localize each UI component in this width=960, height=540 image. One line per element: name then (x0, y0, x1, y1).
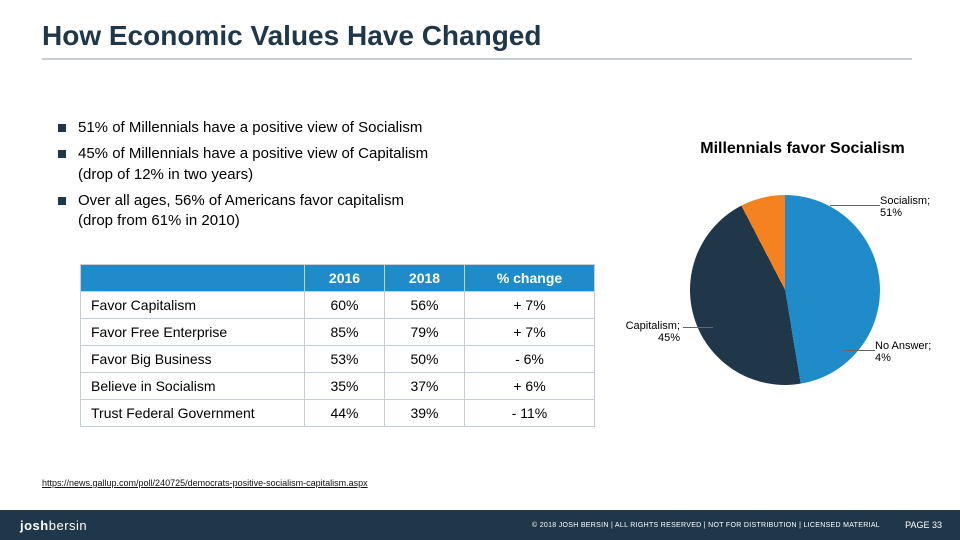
table-row: Trust Federal Government44%39%- 11% (81, 400, 595, 427)
title-underline (42, 58, 912, 60)
table-cell: 44% (305, 400, 385, 427)
table-header: % change (465, 265, 595, 292)
leader-line (683, 327, 713, 328)
bullet-text: 45% of Millennials have a positive view … (78, 145, 428, 162)
table-row: Favor Capitalism60%56%+ 7% (81, 292, 595, 319)
table-cell: 35% (305, 373, 385, 400)
pie-chart: Socialism; 51% Capitalism; 45% No Answer… (680, 185, 890, 395)
table-row: Believe in Socialism35%37%+ 6% (81, 373, 595, 400)
table-header: 2016 (305, 265, 385, 292)
table-cell: 79% (385, 319, 465, 346)
table-cell: + 6% (465, 373, 595, 400)
table-cell: Favor Free Enterprise (81, 319, 305, 346)
bullet-item: 51% of Millennials have a positive view … (58, 118, 578, 138)
table-cell: 50% (385, 346, 465, 373)
table-cell: + 7% (465, 292, 595, 319)
pie-label-capitalism: Capitalism; 45% (608, 320, 680, 344)
bullet-text: 51% of Millennials have a positive view … (78, 119, 422, 136)
table-cell: 85% (305, 319, 385, 346)
table-row: Favor Free Enterprise85%79%+ 7% (81, 319, 595, 346)
table-cell: Trust Federal Government (81, 400, 305, 427)
table-header: 2018 (385, 265, 465, 292)
logo-thin: bersin (49, 518, 87, 533)
leader-line (830, 205, 880, 206)
chart-title: Millennials favor Socialism (665, 140, 940, 158)
table-body: Favor Capitalism60%56%+ 7%Favor Free Ent… (81, 292, 595, 427)
bullet-subtext: (drop from 61% in 2010) (78, 211, 578, 231)
pie-label-socialism: Socialism; 51% (880, 195, 950, 219)
table-cell: Believe in Socialism (81, 373, 305, 400)
table-cell: Favor Big Business (81, 346, 305, 373)
pie-graphic (690, 195, 880, 385)
table-cell: 37% (385, 373, 465, 400)
bullet-list: 51% of Millennials have a positive view … (58, 118, 578, 237)
table-cell: 53% (305, 346, 385, 373)
source-link[interactable]: https://news.gallup.com/poll/240725/demo… (42, 478, 368, 488)
data-table: 2016 2018 % change Favor Capitalism60%56… (80, 264, 595, 427)
page-title: How Economic Values Have Changed (42, 20, 541, 52)
bullet-item: 45% of Millennials have a positive view … (58, 144, 578, 185)
logo: joshbersin (20, 518, 87, 533)
bullet-item: Over all ages, 56% of Americans favor ca… (58, 191, 578, 232)
table-cell: 56% (385, 292, 465, 319)
footer-bar: joshbersin © 2018 JOSH BERSIN | ALL RIGH… (0, 510, 960, 540)
copyright-text: © 2018 JOSH BERSIN | ALL RIGHTS RESERVED… (532, 522, 880, 529)
bullet-text: Over all ages, 56% of Americans favor ca… (78, 192, 404, 209)
pie-label-noanswer: No Answer; 4% (875, 340, 935, 364)
table-cell: 39% (385, 400, 465, 427)
slide: How Economic Values Have Changed 51% of … (0, 0, 960, 540)
table-cell: + 7% (465, 319, 595, 346)
logo-bold: josh (20, 518, 49, 533)
page-number: PAGE 33 (905, 520, 942, 530)
table-header-row: 2016 2018 % change (81, 265, 595, 292)
bullet-subtext: (drop of 12% in two years) (78, 165, 578, 185)
table-cell: - 11% (465, 400, 595, 427)
table-cell: - 6% (465, 346, 595, 373)
table-row: Favor Big Business53%50%- 6% (81, 346, 595, 373)
table-cell: Favor Capitalism (81, 292, 305, 319)
table-cell: 60% (305, 292, 385, 319)
table-header (81, 265, 305, 292)
leader-line (843, 350, 875, 351)
